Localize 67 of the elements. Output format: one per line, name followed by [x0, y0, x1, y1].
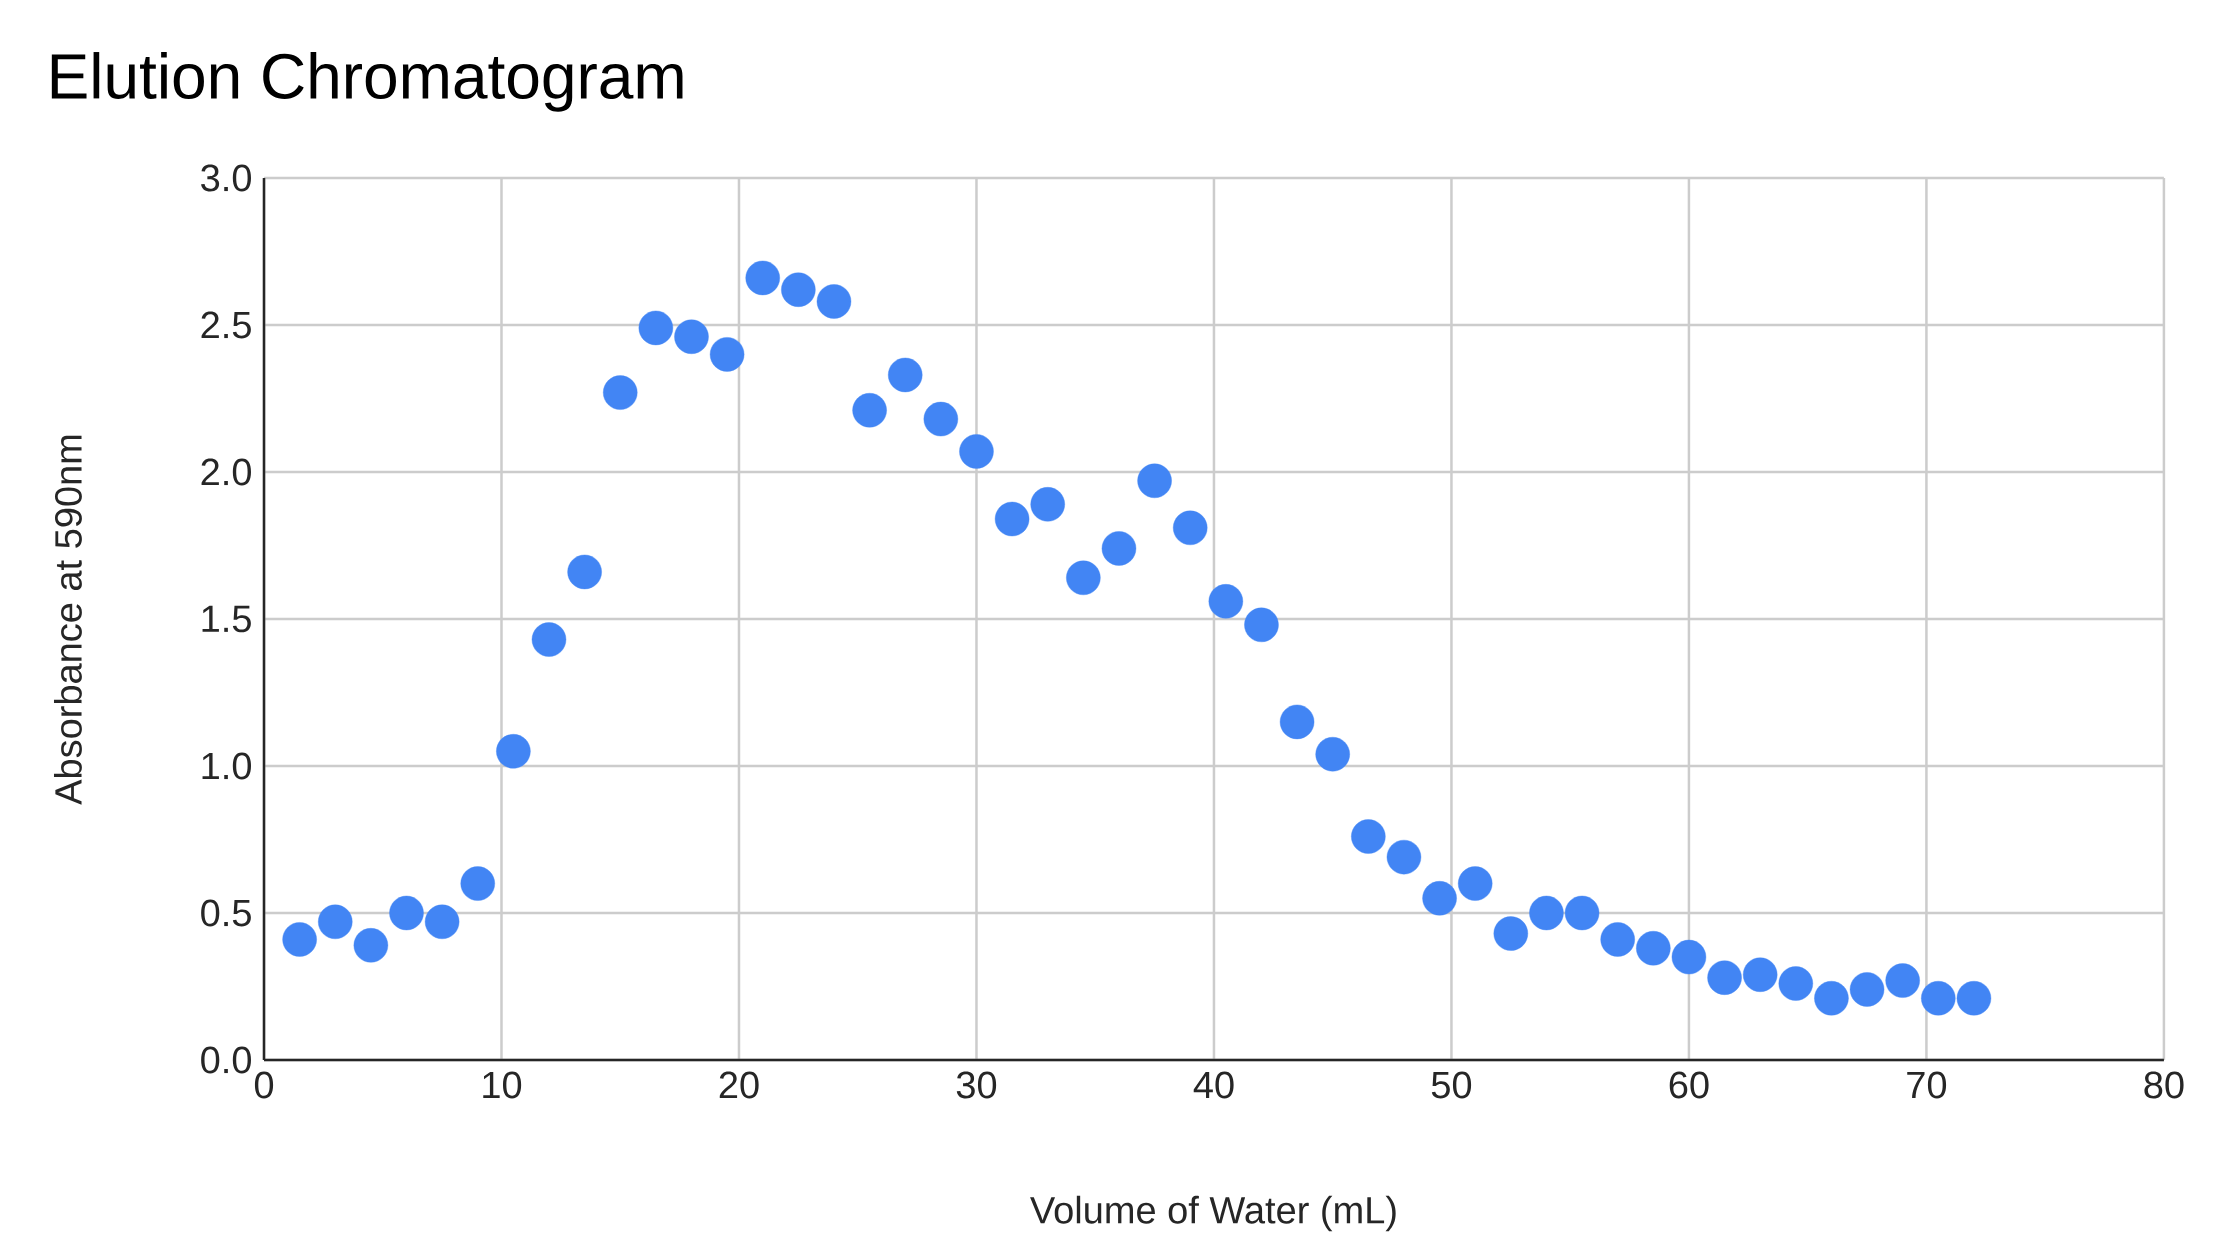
- point: [567, 554, 602, 590]
- y-tick-label: 1.5: [202, 605, 251, 633]
- point: [745, 260, 780, 296]
- point: [531, 622, 567, 657]
- point: [888, 357, 923, 393]
- y-tick-label: 2.0: [201, 458, 251, 486]
- point: [1885, 963, 1920, 998]
- point: [282, 922, 317, 957]
- point: [1778, 966, 1814, 1001]
- point: [1600, 922, 1635, 957]
- point: [496, 734, 531, 769]
- point: [1208, 584, 1244, 619]
- point: [1564, 895, 1600, 931]
- x-tick-label: 40: [1193, 1071, 1234, 1099]
- point: [318, 904, 353, 940]
- point: [852, 393, 887, 428]
- point: [1386, 839, 1422, 875]
- chart-title: Elution Chromatogram: [51, 52, 683, 112]
- x-tick-label: 0: [254, 1071, 274, 1099]
- x-tick-label: 20: [719, 1071, 759, 1099]
- x-tick-label: 60: [1669, 1071, 1709, 1099]
- point: [1422, 881, 1457, 916]
- x-axis-title: Volume of Water (mL): [1030, 1195, 1396, 1232]
- point: [959, 434, 994, 469]
- point: [709, 337, 745, 372]
- point: [1244, 607, 1279, 643]
- point: [994, 501, 1030, 537]
- point: [1921, 981, 1956, 1016]
- y-tick-label: 0.5: [201, 899, 251, 927]
- point: [1814, 981, 1849, 1016]
- point: [1137, 463, 1172, 498]
- point: [1493, 916, 1529, 951]
- point: [923, 401, 959, 437]
- point: [1279, 704, 1315, 740]
- point: [1173, 510, 1208, 546]
- x-tick-label: 10: [483, 1071, 522, 1099]
- point: [1849, 972, 1885, 1007]
- y-axis-title: Absorbance at 590nm: [53, 435, 82, 805]
- point: [1671, 939, 1707, 975]
- point: [603, 375, 638, 410]
- point: [781, 272, 816, 307]
- point: [816, 284, 852, 319]
- point: [1636, 931, 1671, 966]
- point: [1030, 487, 1065, 522]
- point: [1101, 531, 1137, 566]
- x-tick-label: 30: [956, 1071, 997, 1099]
- point: [353, 928, 389, 963]
- point: [1956, 981, 1992, 1016]
- point: [1707, 960, 1742, 995]
- point: [460, 866, 495, 901]
- y-tick-label: 1.0: [202, 752, 251, 780]
- point: [674, 319, 709, 354]
- point: [1351, 819, 1386, 854]
- y-tick-label: 3.0: [201, 164, 251, 192]
- y-tick-label: 0.0: [201, 1046, 251, 1074]
- point: [1529, 895, 1564, 931]
- point: [1066, 560, 1101, 596]
- point: [424, 904, 460, 940]
- point: [1458, 866, 1493, 901]
- point: [1742, 957, 1778, 992]
- point: [389, 895, 424, 931]
- point: [638, 310, 674, 346]
- x-tick-label: 80: [2144, 1071, 2184, 1099]
- x-tick-label: 70: [1907, 1071, 1947, 1099]
- x-tick-label: 50: [1431, 1071, 1472, 1099]
- y-tick-label: 2.5: [201, 311, 251, 339]
- point: [1315, 737, 1350, 772]
